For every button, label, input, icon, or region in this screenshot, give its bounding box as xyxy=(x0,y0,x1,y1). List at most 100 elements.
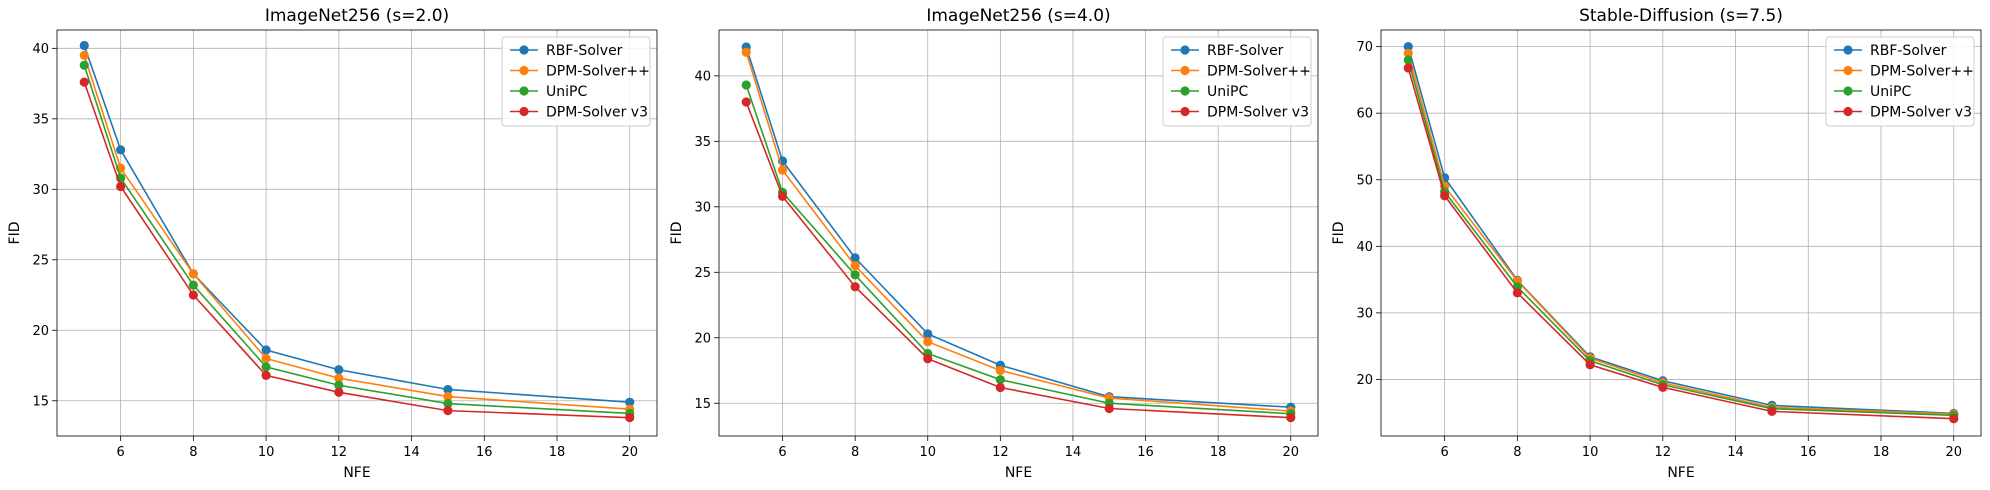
x-axis-label: NFE xyxy=(343,465,370,481)
series-line xyxy=(83,81,630,419)
legend-label: UniPC xyxy=(1870,84,1911,100)
legend-item: RBF-Solver xyxy=(1834,43,1947,59)
x-tick-label: 10 xyxy=(1582,445,1599,460)
chart-title: ImageNet256 (s=2.0) xyxy=(265,6,449,26)
data-point xyxy=(1949,414,1959,424)
x-tick-label: 12 xyxy=(331,445,348,460)
legend-label: DPM-Solver++ xyxy=(1870,64,1974,80)
x-tick-label: 10 xyxy=(258,445,275,460)
data-point xyxy=(443,398,453,409)
x-tick-label: 20 xyxy=(1945,445,1962,460)
series-dpm-solver- xyxy=(79,50,635,414)
legend-item: RBF-Solver xyxy=(510,43,623,59)
y-tick-label: 35 xyxy=(694,135,711,150)
x-tick-label: 18 xyxy=(1873,445,1890,460)
axes-frame xyxy=(1380,29,1982,437)
x-tick-label: 6 xyxy=(1440,445,1448,460)
series-dpm-solver-v3 xyxy=(1403,63,1959,424)
legend-marker xyxy=(1180,106,1190,117)
data-point xyxy=(116,181,126,192)
legend-marker xyxy=(1180,45,1190,55)
legend-label: DPM-Solver v3 xyxy=(546,105,648,121)
legend-item: DPM-Solver v3 xyxy=(510,105,648,121)
legend-marker xyxy=(1843,86,1853,96)
data-point xyxy=(777,191,788,201)
legend: RBF-Solver DPM-Solver++ UniPC DPM-Solver v3 xyxy=(501,36,651,127)
legend-label: DPM-Solver++ xyxy=(1207,64,1311,80)
data-point xyxy=(79,60,89,70)
y-tick-label: 30 xyxy=(32,183,49,198)
data-point xyxy=(188,269,198,279)
y-tick-label: 35 xyxy=(32,112,49,127)
x-tick-label: 8 xyxy=(851,445,859,460)
legend-label: UniPC xyxy=(546,84,587,100)
y-tick-label: 40 xyxy=(32,42,49,57)
data-point xyxy=(995,365,1005,376)
x-tick-label: 20 xyxy=(1282,445,1299,460)
data-point xyxy=(1403,42,1413,52)
data-point xyxy=(188,280,198,290)
legend: RBF-Solver DPM-Solver++ UniPC DPM-Solver v3 xyxy=(1162,36,1312,127)
x-tick-label: 14 xyxy=(1727,445,1744,460)
legend-item: DPM-Solver++ xyxy=(1834,64,1974,80)
legend-item: UniPC xyxy=(1834,84,1911,100)
chart-panel-3: 6 8 10 12 14 16 18 20 20 30 40 50 60 70 Stable-Diffusi… xyxy=(1331,6,1982,481)
x-tick-label: 8 xyxy=(1513,445,1521,460)
y-tick-label: 30 xyxy=(1356,306,1373,321)
y-tick-label: 30 xyxy=(694,200,711,215)
data-point xyxy=(1403,48,1413,58)
data-point xyxy=(850,253,860,263)
data-point xyxy=(923,329,933,339)
data-point xyxy=(1403,55,1413,65)
y-axis-label: FID xyxy=(669,222,685,245)
data-point xyxy=(1512,288,1522,298)
legend-label: RBF-Solver xyxy=(1870,43,1947,59)
data-point xyxy=(625,413,635,423)
data-point xyxy=(334,373,344,383)
y-tick-label: 40 xyxy=(1356,240,1373,255)
y-tick-label: 40 xyxy=(694,69,711,84)
x-tick-label: 6 xyxy=(778,445,786,460)
legend-marker xyxy=(1180,86,1190,96)
data-point xyxy=(850,270,860,280)
data-point xyxy=(995,375,1005,385)
data-point xyxy=(334,387,344,397)
x-tick-label: 8 xyxy=(189,445,197,460)
x-tick-label: 14 xyxy=(403,445,420,460)
data-point xyxy=(741,97,751,107)
x-axis-label: NFE xyxy=(1667,465,1694,481)
data-point xyxy=(1104,403,1114,414)
legend-item: RBF-Solver xyxy=(1171,43,1284,59)
data-point xyxy=(79,77,89,87)
x-tick-label: 12 xyxy=(1655,445,1672,460)
data-point xyxy=(1658,382,1668,393)
y-tick-label: 20 xyxy=(32,324,49,339)
legend-box xyxy=(501,36,651,127)
legend-marker xyxy=(519,45,529,55)
x-tick-label: 6 xyxy=(116,445,124,460)
data-point xyxy=(995,382,1005,393)
x-tick-label: 14 xyxy=(1065,445,1082,460)
data-point xyxy=(334,365,344,375)
data-point xyxy=(923,354,933,364)
data-point xyxy=(79,40,89,51)
y-tick-label: 15 xyxy=(694,397,711,412)
legend-marker xyxy=(519,86,529,96)
data-point xyxy=(850,261,860,271)
chart-title: ImageNet256 (s=4.0) xyxy=(926,6,1110,26)
legend-item: DPM-Solver++ xyxy=(510,64,650,80)
y-tick-label: 25 xyxy=(694,266,711,281)
data-point xyxy=(741,47,751,57)
legend-marker xyxy=(519,106,529,117)
data-point xyxy=(1440,191,1450,201)
data-point xyxy=(443,391,453,402)
data-point xyxy=(741,80,751,90)
y-tick-label: 15 xyxy=(32,394,49,409)
chart-panel-1: 6 8 10 12 14 16 18 20 15 20 25 30 35 40 ImageNet256 (s… xyxy=(7,6,658,481)
legend-label: UniPC xyxy=(1207,84,1248,100)
legend-item: DPM-Solver v3 xyxy=(1834,105,1972,121)
data-point xyxy=(261,345,271,355)
data-point xyxy=(443,406,453,416)
data-point xyxy=(188,290,198,300)
